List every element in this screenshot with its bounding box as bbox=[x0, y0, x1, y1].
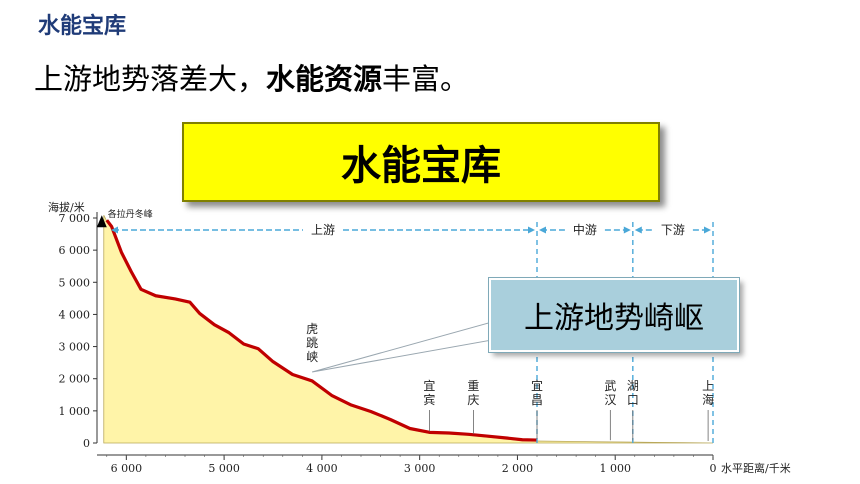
place-label: 宜 bbox=[531, 378, 543, 393]
river-profile-line bbox=[105, 219, 538, 442]
x-tick-label: 4 000 bbox=[306, 462, 338, 475]
x-tick-label: 6 000 bbox=[111, 462, 143, 475]
place-label: 上 bbox=[702, 379, 714, 393]
y-tick-label: 3 000 bbox=[59, 341, 91, 354]
place-label: 昌 bbox=[531, 393, 543, 407]
segment-arrowhead-left bbox=[634, 226, 642, 234]
y-axis-label: 海拔/米 bbox=[48, 200, 85, 214]
x-tick-label: 3 000 bbox=[404, 462, 436, 475]
segment-label: 中游 bbox=[573, 222, 597, 237]
peak-marker bbox=[96, 215, 107, 228]
place-label: 跳 bbox=[306, 336, 318, 350]
peak-label: 各拉丹冬峰 bbox=[108, 208, 153, 220]
title-banner: 水能宝库 bbox=[182, 122, 660, 202]
segment-arrowhead-left bbox=[539, 226, 546, 234]
place-label: 宾 bbox=[423, 392, 435, 407]
place-label: 口 bbox=[627, 393, 639, 407]
sentence-bold-keyword: 水能资源 bbox=[266, 62, 383, 96]
y-tick-label: 7 000 bbox=[59, 212, 91, 225]
x-tick-label: 0 bbox=[710, 462, 717, 475]
y-tick-label: 6 000 bbox=[59, 244, 91, 257]
x-tick-label: 5 000 bbox=[208, 462, 240, 475]
segment-arrowhead-right bbox=[623, 226, 631, 234]
y-tick-label: 2 000 bbox=[59, 373, 91, 386]
place-label: 海 bbox=[702, 392, 714, 407]
segment-label: 下游 bbox=[661, 223, 685, 237]
sentence-part-2: 丰富。 bbox=[382, 62, 470, 96]
callout-pointer bbox=[311, 321, 493, 373]
segment-label: 上游 bbox=[311, 223, 335, 237]
place-label: 宜 bbox=[423, 378, 435, 393]
place-label: 重 bbox=[467, 379, 479, 393]
segment-arrowhead-right bbox=[704, 226, 711, 234]
segment-arrowhead-left bbox=[111, 226, 118, 234]
place-label: 峡 bbox=[306, 350, 318, 364]
x-tick-label: 1 000 bbox=[599, 462, 631, 475]
place-label: 庆 bbox=[467, 393, 479, 407]
main-sentence: 上游地势落差大，水能资源丰富。 bbox=[34, 56, 469, 98]
callout-box: 上游地势崎岖 bbox=[489, 278, 739, 352]
page-title: 水能宝库 bbox=[38, 14, 127, 39]
place-label: 虎 bbox=[306, 322, 318, 336]
x-axis-label: 水平距离/千米 bbox=[721, 461, 791, 475]
y-tick-label: 5 000 bbox=[59, 276, 91, 289]
place-label: 武 bbox=[604, 379, 616, 393]
place-label: 汉 bbox=[604, 393, 616, 407]
y-tick-label: 0 bbox=[83, 437, 90, 450]
y-tick-label: 1 000 bbox=[59, 405, 91, 418]
x-tick-label: 2 000 bbox=[502, 462, 534, 475]
y-tick-label: 4 000 bbox=[59, 308, 91, 321]
sentence-part-1: 上游地势落差大， bbox=[34, 62, 267, 96]
segment-arrowhead-right bbox=[528, 226, 535, 234]
place-label: 湖 bbox=[627, 378, 639, 393]
